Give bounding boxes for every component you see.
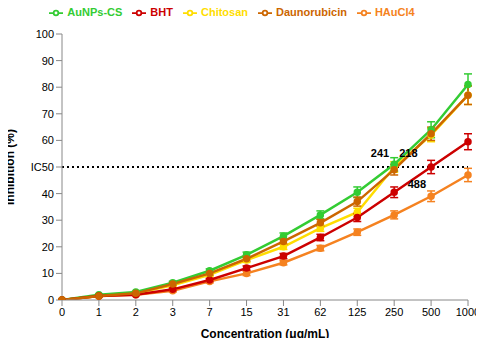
html-text:AuNPs-CS: AuNPs-CS [67,6,123,18]
svg-text:0: 0 [48,294,54,306]
svg-text:40: 40 [42,188,54,200]
svg-text:20: 20 [42,241,54,253]
svg-text:125: 125 [348,306,366,318]
svg-text:100: 100 [36,28,54,40]
svg-text:3: 3 [170,306,176,318]
svg-text:60: 60 [42,134,54,146]
svg-text:488: 488 [408,178,426,190]
svg-text:IC50: IC50 [31,161,54,173]
svg-text:7: 7 [207,306,213,318]
svg-text:250: 250 [385,306,403,318]
svg-text:62: 62 [314,306,326,318]
html-text:BHT: BHT [150,6,173,18]
svg-text:70: 70 [42,108,54,120]
svg-text:Inhibition (%): Inhibition (%) [8,129,17,205]
html-text:HAuCl4: HAuCl4 [374,6,415,18]
html-text:Chitosan: Chitosan [201,6,248,18]
svg-text:10: 10 [42,267,54,279]
svg-text:241: 241 [371,147,389,159]
svg-text:500: 500 [422,306,440,318]
svg-text:2: 2 [133,306,139,318]
svg-text:15: 15 [240,306,252,318]
svg-text:0: 0 [59,306,65,318]
svg-text:90: 90 [42,55,54,67]
html-text:Daunorubicin: Daunorubicin [276,6,347,18]
svg-text:Concentration (μg/mL): Concentration (μg/mL) [201,327,330,338]
svg-text:218: 218 [399,147,417,159]
svg-text:80: 80 [42,81,54,93]
svg-text:30: 30 [42,214,54,226]
svg-text:31: 31 [277,306,289,318]
svg-text:1: 1 [96,306,102,318]
svg-text:1000: 1000 [456,306,476,318]
